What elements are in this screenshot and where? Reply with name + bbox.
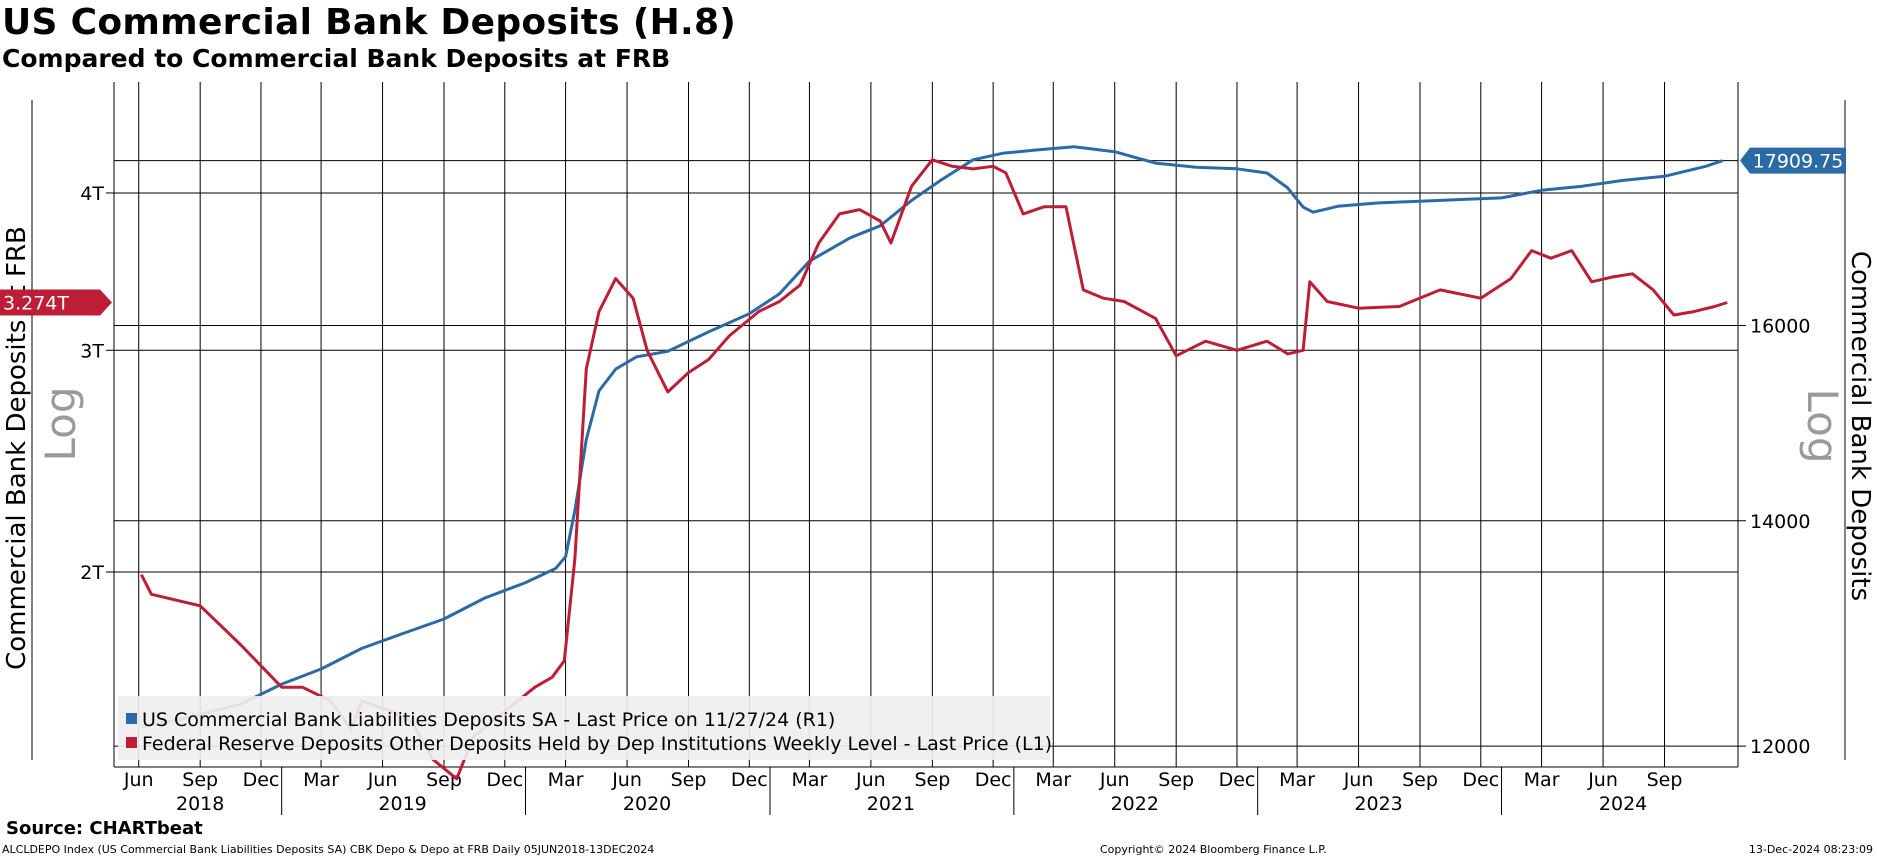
x-tick-label-month: Sep xyxy=(671,769,707,791)
x-tick-label-month: Mar xyxy=(548,769,584,791)
x-tick-label-month: Mar xyxy=(303,769,339,791)
x-tick-label-month: Sep xyxy=(1647,769,1683,791)
x-tick-label-month: Dec xyxy=(243,769,280,791)
right-tick-label: 12000 xyxy=(1750,736,1810,758)
x-tick-label-year: 2022 xyxy=(1111,793,1159,815)
x-tick-label-month: Dec xyxy=(975,769,1012,791)
source-note: Source: CHARTbeat xyxy=(6,818,203,839)
x-tick-label-month: Jun xyxy=(855,769,886,791)
left-axis-log-label: Log xyxy=(36,386,85,461)
x-tick-label-month: Jun xyxy=(1343,769,1374,791)
right-tick-label: 16000 xyxy=(1750,316,1810,338)
x-tick-label-month: Dec xyxy=(1219,769,1256,791)
right-axis-label: Commercial Bank Deposits xyxy=(1845,251,1875,601)
last-value-tags: 17909.75 3.274T xyxy=(0,147,1846,316)
left-tick-label: 3T xyxy=(80,340,104,362)
legend-swatch-blue xyxy=(126,713,137,724)
last-value-tag-right xyxy=(1740,147,1846,174)
x-tick-label-month: Jun xyxy=(611,769,642,791)
last-value-tag-left-text: 3.274T xyxy=(3,292,69,314)
legend-swatch-red xyxy=(126,737,137,748)
x-tick-label-month: Mar xyxy=(1524,769,1560,791)
axis-labels: Commercial Bank Deposits at FRB Log Comm… xyxy=(2,226,1875,670)
x-tick-label-month: Sep xyxy=(1402,769,1438,791)
series-line-commercial-bank-deposits xyxy=(141,145,1724,729)
right-tick-label: 14000 xyxy=(1750,511,1810,533)
footer-timestamp: 13-Dec-2024 08:23:09 xyxy=(1748,843,1873,856)
last-value-tag-right-text: 17909.75 xyxy=(1753,151,1844,173)
x-tick-label-year: 2024 xyxy=(1599,793,1647,815)
x-tick-label-year: 2023 xyxy=(1354,793,1402,815)
x-tick-label-month: Mar xyxy=(1279,769,1315,791)
legend-background xyxy=(118,696,1050,760)
series-line-fed-reserve-deposits xyxy=(140,158,1728,781)
left-tick-label: 2T xyxy=(80,562,104,584)
footer-copyright: Copyright© 2024 Bloomberg Finance L.P. xyxy=(1100,843,1327,856)
x-tick-label-month: Jun xyxy=(1587,769,1618,791)
axes: Jun Sep Dec Mar Jun Sep Dec Mar Jun Sep Dec Mar Jun S… xyxy=(31,82,1846,815)
footer-index-description: ALCLDEPO Index (US Commercial Bank Liabi… xyxy=(2,843,655,856)
x-tick-label-month: Sep xyxy=(1158,769,1194,791)
x-tick-label-year: 2020 xyxy=(623,793,671,815)
legend-entry-blue: US Commercial Bank Liabilities Deposits … xyxy=(142,709,835,731)
x-tick-label-month: Dec xyxy=(486,769,523,791)
x-tick-label-month: Dec xyxy=(731,769,768,791)
x-tick-label-year: 2018 xyxy=(176,793,224,815)
right-axis-log-label: Log xyxy=(1798,388,1847,463)
x-tick-label-year: 2019 xyxy=(378,793,426,815)
grid-lines xyxy=(114,82,1738,767)
x-tick-label-month: Jun xyxy=(123,769,154,791)
series-lines xyxy=(140,145,1728,781)
x-tick-label-month: Jun xyxy=(367,769,398,791)
legend-entry-red: Federal Reserve Deposits Other Deposits … xyxy=(142,733,1052,755)
x-tick-label-month: Sep xyxy=(182,769,218,791)
x-tick-label-month: Sep xyxy=(914,769,950,791)
x-tick-label-month: Mar xyxy=(1035,769,1071,791)
x-tick-label-month: Dec xyxy=(1462,769,1499,791)
x-tick-label-month: Mar xyxy=(791,769,827,791)
chart-title: US Commercial Bank Deposits (H.8) xyxy=(2,2,737,43)
last-value-tag-left xyxy=(0,289,112,316)
x-tick-label-month: Jun xyxy=(1099,769,1130,791)
left-tick-label: 4T xyxy=(80,183,104,205)
chart-subtitle: Compared to Commercial Bank Deposits at … xyxy=(2,44,671,73)
x-tick-label-year: 2021 xyxy=(867,793,915,815)
legend: US Commercial Bank Liabilities Deposits … xyxy=(118,696,1052,760)
